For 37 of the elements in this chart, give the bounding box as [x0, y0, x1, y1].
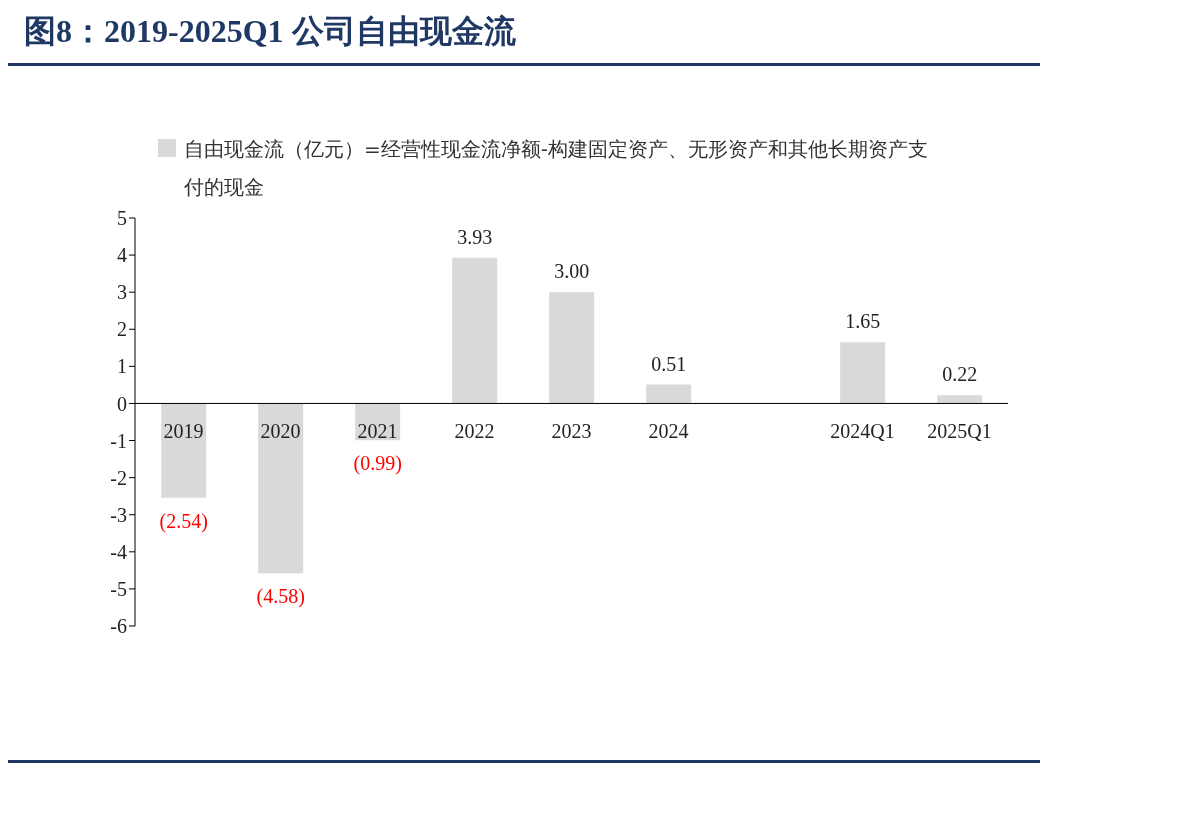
data-label: 1.65 [845, 310, 881, 333]
y-tick-label: -2 [110, 466, 127, 489]
y-tick-label: -5 [110, 578, 127, 601]
bar [452, 257, 498, 404]
x-tick-label: 2020 [260, 419, 301, 442]
chart-title: 图8：2019-2025Q1 公司自由现金流 [24, 12, 516, 51]
x-tick-label: 2021 [357, 419, 398, 442]
y-tick-label: 2 [117, 318, 127, 341]
x-tick-label: 2024 [648, 419, 689, 442]
y-tick-label: -3 [110, 503, 127, 526]
bar [549, 292, 595, 404]
bar [258, 403, 304, 574]
y-tick-label: -1 [110, 429, 127, 452]
bar [161, 403, 207, 498]
bar [646, 384, 692, 404]
data-label: (4.58) [256, 585, 305, 609]
y-tick-label: -4 [110, 540, 127, 563]
y-tick-label: -6 [110, 615, 127, 638]
data-label: (2.54) [159, 509, 208, 533]
x-tick-label: 2025Q1 [927, 419, 992, 442]
data-label: 0.22 [942, 363, 978, 386]
x-tick-label: 2022 [454, 419, 495, 442]
y-tick-label: 0 [117, 392, 127, 415]
legend-label: 自由现金流（亿元）=经营性现金流净额-构建固定资产、无形资产和其他长期资产支付的现金 [184, 136, 928, 201]
y-tick-label: 1 [117, 355, 127, 378]
bar [937, 395, 983, 404]
bar [840, 342, 886, 404]
x-tick-label: 2024Q1 [830, 419, 895, 442]
x-tick-label: 2019 [163, 419, 204, 442]
y-tick-label: 3 [117, 281, 127, 304]
data-label: 3.93 [457, 225, 493, 248]
x-tick-label: 2023 [551, 419, 592, 442]
y-tick-label: 5 [117, 207, 127, 230]
data-label: 3.00 [554, 260, 590, 283]
y-tick-label: 4 [117, 244, 127, 267]
data-label: 0.51 [651, 352, 687, 375]
data-label: (0.99) [353, 452, 402, 476]
